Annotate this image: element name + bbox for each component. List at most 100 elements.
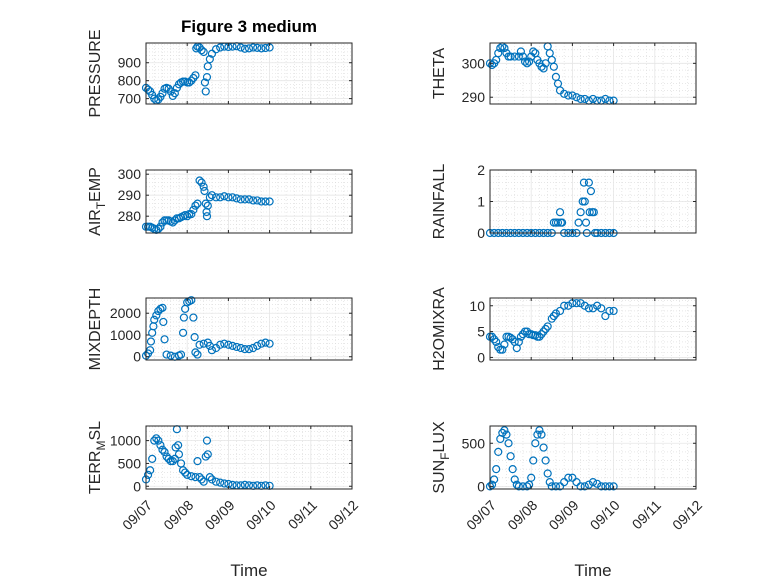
data-point [581,218,591,227]
data-point [236,195,245,204]
data-point [154,224,163,233]
data-point [539,327,548,336]
data-point [253,43,262,52]
data-point [555,482,565,491]
data-point [496,43,505,53]
data-point [601,311,610,321]
data-point [584,178,593,187]
data-point [514,52,523,61]
data-point [168,218,177,227]
data-point [494,49,503,58]
data-point [549,311,558,321]
data-point [207,191,217,200]
series-markers [485,426,618,491]
data-point [588,304,598,313]
data-point [492,337,501,347]
data-point [557,218,567,227]
data-point [516,332,526,341]
grid [145,43,353,104]
data-point [487,480,497,489]
data-point [179,313,189,322]
data-point [601,482,610,491]
data-point [576,94,585,104]
data-point [195,473,204,482]
data-point [211,477,221,486]
data-point [220,339,229,348]
y-tick-label: 500 [118,455,142,471]
data-point [197,178,206,187]
data-point [510,52,519,61]
plot-area [146,170,352,233]
data-point [205,193,214,202]
data-point [143,85,153,94]
data-point [178,466,188,475]
data-point [551,309,561,318]
data-point [249,343,258,353]
data-point [498,345,507,354]
data-point [199,47,208,57]
y-tick-label: 1 [477,194,485,210]
x-tick-label: 09/09 [545,497,581,533]
axes-box [489,425,697,490]
y-tick-label: 1000 [110,327,141,343]
data-point [253,196,262,205]
data-point [202,436,212,445]
data-point [156,222,165,231]
y-axis-label: THETA [431,48,448,100]
axes-box [145,169,353,234]
subplot-terr-msl: 0 500 1000 09/07 09/08 09/09 09/10 09/11 09/12 TE… [87,421,361,580]
data-point [150,436,159,445]
data-point [580,301,589,310]
data-point [203,201,212,210]
data-point [193,199,202,208]
axes-box [145,297,353,361]
data-point [232,194,241,203]
data-point [588,94,598,104]
y-tick-label: 2000 [110,305,141,321]
data-point [166,87,175,96]
y-axis-label: SUNFLUX [431,421,452,494]
data-point [510,475,519,484]
y-tick-label: 2 [477,162,485,178]
data-point [520,57,530,66]
data-point [518,330,528,339]
data-point [166,351,175,360]
data-point [228,193,237,202]
data-point [207,49,217,58]
data-point [522,327,532,336]
data-point [560,301,569,310]
y-tick-label: 1000 [110,433,141,449]
data-point [190,333,199,342]
y-tick-label: 800 [118,73,142,89]
subplot-sun-flux: 0 500 09/07 09/08 09/09 09/10 09/11 09/12 SUNFLU… [431,421,705,580]
data-point [224,340,233,349]
data-point [572,477,581,487]
data-point [193,350,202,359]
x-tick-label: 09/08 [160,497,196,533]
data-point [152,311,161,320]
data-point [518,52,528,61]
data-point [207,475,217,484]
series-markers [141,176,274,234]
data-point [244,44,254,53]
data-point [228,480,237,489]
data-point [576,482,585,491]
y-axis-label: H2OMIXRA [431,287,448,371]
data-point [609,306,618,316]
data-point [216,478,225,487]
data-point [174,450,184,459]
data-point [579,178,589,187]
data-point [490,475,499,484]
data-point [156,441,165,450]
data-point [547,314,556,323]
subplot-rainfall: 0 1 2 RAINFALL [431,162,697,241]
data-point [487,332,497,341]
x-axis-label: Time [574,561,611,580]
data-point [197,475,206,484]
data-point [560,477,569,487]
data-point [586,187,596,196]
data-point [143,470,153,479]
data-point [560,89,569,98]
data-point [576,299,585,308]
data-point [541,324,550,334]
